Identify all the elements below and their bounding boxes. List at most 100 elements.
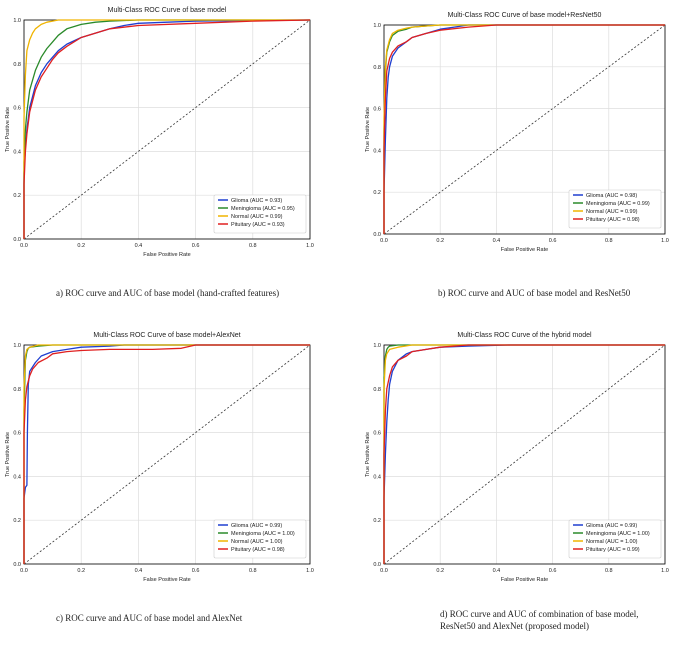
x-tick-label: 1.0	[306, 243, 314, 249]
caption-b: b) ROC curve and AUC of base model and R…	[438, 288, 631, 298]
x-tick-label: 0.4	[135, 568, 143, 574]
y-axis-label: True Positive Rate	[365, 432, 371, 477]
y-tick-label: 0.0	[373, 562, 381, 568]
y-tick-label: 0.0	[13, 237, 21, 243]
legend-entry: Pituitary (AUC = 0.98)	[586, 217, 640, 223]
x-tick-label: 0.4	[493, 238, 501, 244]
chance-diagonal-line	[23, 19, 311, 240]
x-tick-label: 0.2	[77, 243, 85, 249]
chart-title: Multi-Class ROC Curve of the hybrid mode…	[457, 332, 592, 339]
x-tick-label: 0.0	[20, 243, 28, 249]
y-tick-label: 0.6	[13, 431, 21, 437]
y-tick-label: 0.8	[373, 65, 381, 71]
y-tick-label: 1.0	[13, 343, 21, 349]
y-tick-label: 0.6	[373, 431, 381, 437]
legend-entry: Normal (AUC = 1.00)	[231, 539, 283, 545]
roc-chart-base-model: Multi-Class ROC Curve of base model 0.0 0.…	[0, 0, 330, 265]
x-tick-label: 0.4	[493, 568, 501, 574]
chance-diagonal-line	[383, 344, 666, 565]
y-axis-label: True Positive Rate	[5, 107, 11, 152]
x-axis-label: False Positive Rate	[501, 577, 548, 583]
x-tick-label: 0.8	[249, 568, 257, 574]
x-tick-label: 0.0	[20, 568, 28, 574]
legend: Glioma (AUC = 0.99) Meningioma (AUC = 1.0…	[213, 519, 307, 559]
y-tick-label: 0.4	[373, 474, 381, 480]
y-tick-label: 0.2	[373, 190, 381, 196]
roc-series-line	[383, 344, 665, 564]
roc-series-line	[383, 24, 665, 234]
x-tick-label: 0.2	[77, 568, 85, 574]
x-tick-label: 0.6	[549, 238, 557, 244]
y-tick-label: 0.0	[373, 232, 381, 238]
y-tick-label: 1.0	[373, 23, 381, 29]
roc-svg: Multi-Class ROC Curve of the hybrid mode…	[365, 332, 669, 583]
chart-title: Multi-Class ROC Curve of base model	[108, 7, 227, 14]
legend: Glioma (AUC = 0.99) Meningioma (AUC = 1.0…	[568, 519, 662, 559]
legend: Glioma (AUC = 0.98) Meningioma (AUC = 0.9…	[568, 189, 662, 229]
y-tick-label: 0.0	[13, 562, 21, 568]
chance-diagonal-line	[23, 344, 311, 565]
caption-d: d) ROC curve and AUC of combination of b…	[440, 609, 639, 631]
roc-chart-alexnet: Multi-Class ROC Curve of base model+Alex…	[0, 325, 330, 590]
x-axis-label: False Positive Rate	[143, 252, 190, 258]
roc-chart-hybrid: Multi-Class ROC Curve of the hybrid mode…	[360, 325, 685, 590]
x-tick-label: 0.8	[605, 238, 613, 244]
y-tick-label: 0.8	[373, 387, 381, 393]
x-tick-label: 0.6	[192, 568, 200, 574]
legend: Glioma (AUC = 0.93) Meningioma (AUC = 0.9…	[213, 194, 307, 234]
x-tick-label: 1.0	[306, 568, 314, 574]
legend-entry: Pituitary (AUC = 0.93)	[231, 222, 285, 228]
x-tick-label: 1.0	[661, 238, 669, 244]
x-tick-label: 0.0	[380, 568, 388, 574]
x-tick-label: 0.6	[192, 243, 200, 249]
y-axis-label: True Positive Rate	[5, 432, 11, 477]
legend-entry: Glioma (AUC = 0.99)	[586, 523, 637, 529]
roc-series-line	[383, 344, 665, 564]
chart-title: Multi-Class ROC Curve of base model+ResN…	[448, 12, 602, 19]
x-tick-label: 1.0	[661, 568, 669, 574]
legend-entry: Meningioma (AUC = 1.00)	[231, 531, 295, 537]
x-tick-label: 0.8	[249, 243, 257, 249]
x-tick-label: 0.6	[549, 568, 557, 574]
legend-entry: Glioma (AUC = 0.93)	[231, 198, 282, 204]
roc-series-line	[23, 19, 311, 239]
roc-svg: Multi-Class ROC Curve of base model+Alex…	[5, 332, 314, 583]
y-tick-label: 0.6	[13, 106, 21, 112]
x-axis-label: False Positive Rate	[501, 247, 548, 253]
legend-entry: Glioma (AUC = 0.99)	[231, 523, 282, 529]
legend-entry: Meningioma (AUC = 1.00)	[586, 531, 650, 537]
legend-box	[568, 519, 662, 559]
chart-title: Multi-Class ROC Curve of base model+Alex…	[93, 332, 240, 339]
y-tick-label: 0.2	[373, 518, 381, 524]
roc-series-line	[23, 344, 310, 564]
caption-c: c) ROC curve and AUC of base model and A…	[56, 613, 243, 623]
roc-series-line	[23, 19, 310, 239]
legend-entry: Pituitary (AUC = 0.99)	[586, 547, 640, 553]
legend-box	[568, 189, 662, 229]
y-tick-label: 1.0	[13, 18, 21, 24]
y-tick-label: 0.4	[13, 149, 21, 155]
legend-entry: Pituitary (AUC = 0.98)	[231, 547, 285, 553]
legend-entry: Normal (AUC = 0.99)	[586, 209, 638, 215]
legend-entry: Normal (AUC = 1.00)	[586, 539, 638, 545]
y-tick-label: 0.6	[373, 107, 381, 113]
x-axis-label: False Positive Rate	[143, 577, 190, 583]
x-tick-label: 0.8	[605, 568, 613, 574]
roc-series-line	[383, 24, 665, 234]
roc-series-line	[23, 344, 310, 564]
y-tick-label: 0.2	[13, 518, 21, 524]
legend-box	[213, 519, 307, 559]
x-tick-label: 0.4	[135, 243, 143, 249]
x-tick-label: 0.2	[436, 568, 444, 574]
legend-entry: Glioma (AUC = 0.98)	[586, 193, 637, 199]
roc-series-line	[383, 24, 665, 234]
y-tick-label: 0.8	[13, 387, 21, 393]
legend-entry: Normal (AUC = 0.99)	[231, 214, 283, 220]
roc-svg: Multi-Class ROC Curve of base model0.00.…	[5, 7, 314, 258]
legend-entry: Meningioma (AUC = 0.95)	[231, 206, 295, 212]
roc-series-line	[23, 19, 310, 239]
y-tick-label: 0.2	[13, 193, 21, 199]
y-axis-label: True Positive Rate	[365, 107, 371, 152]
y-tick-label: 1.0	[373, 343, 381, 349]
y-tick-label: 0.8	[13, 62, 21, 68]
